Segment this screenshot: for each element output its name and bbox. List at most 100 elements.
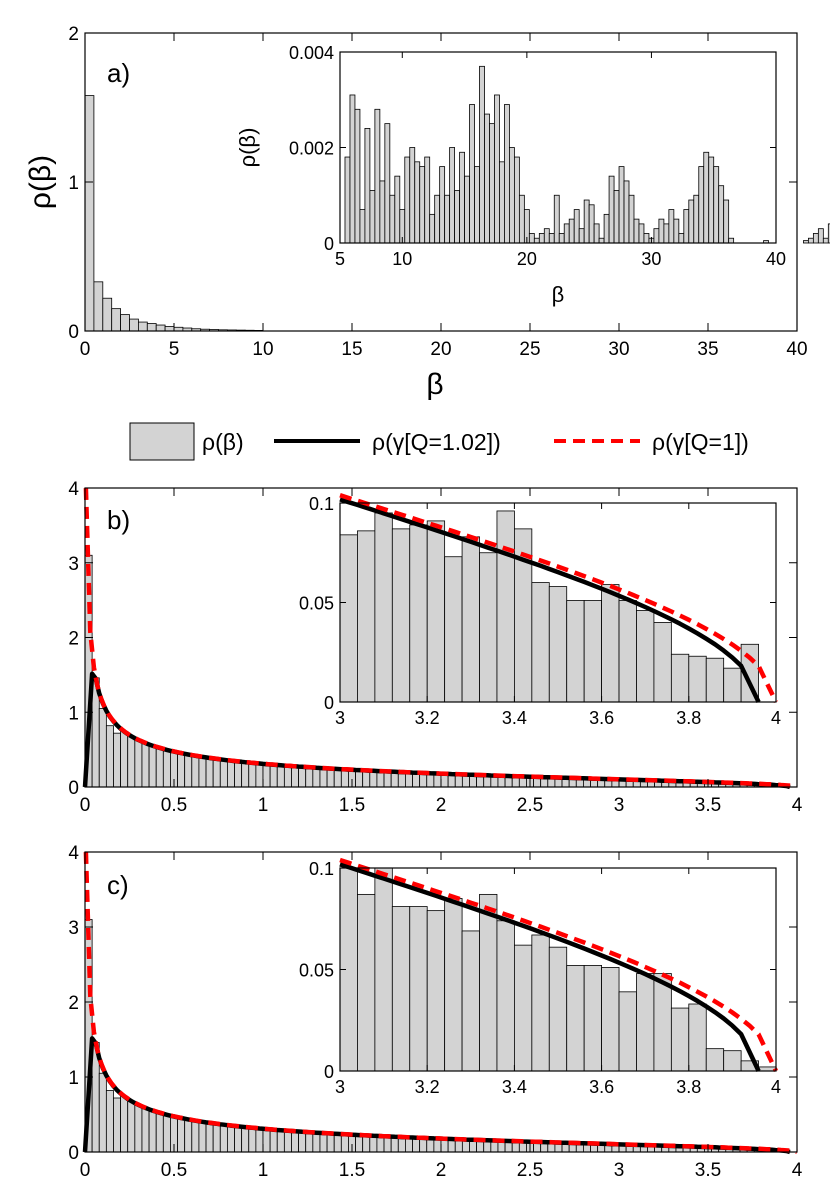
panel-a-inset-bar	[449, 147, 456, 244]
panel-c-inset-ytick-label: 0	[324, 1062, 334, 1082]
panel-c-xtick-label: 0	[80, 1160, 91, 1181]
panel-c-inset-bar	[583, 965, 602, 1072]
panel-c-inset-bar	[618, 991, 637, 1072]
panel-b-inset-bar	[409, 524, 428, 703]
panel-a-inset-bar	[484, 113, 490, 244]
panel-a-inset-bar	[439, 166, 446, 244]
panel-b-bar	[269, 764, 278, 788]
panel-a-inset-bar	[454, 190, 460, 244]
panel-b-bar	[134, 739, 143, 788]
panel-a-inset-bar	[518, 194, 525, 244]
panel-c-inset-xtick-label: 3.6	[589, 1077, 614, 1097]
panel-c-xtick-label: 1	[258, 1160, 269, 1181]
panel-b-inset-bar	[723, 667, 742, 703]
panel-b-bar	[205, 757, 214, 788]
panel-a-inset-bar	[538, 233, 545, 244]
panel-c-inset-bar	[531, 934, 550, 1072]
legend-label-hist: ρ(β)	[202, 429, 244, 455]
panel-a-inset-bar	[817, 228, 824, 244]
legend-label-q102: ρ(γ[Q=1.02])	[372, 429, 501, 455]
panel-c-inset-xtick-label: 3.2	[415, 1077, 440, 1097]
panel-b-ytick-label: 3	[68, 554, 79, 575]
panel-c-bar	[312, 1132, 321, 1153]
panel-c-bar	[191, 1120, 200, 1153]
panel-b-xtick-label: 2.5	[517, 795, 543, 816]
panel-a-inset-bar	[812, 233, 819, 244]
panel-a-bar	[120, 314, 130, 332]
panel-a-xtick-label: 25	[519, 339, 540, 360]
panel-b-bar	[226, 760, 235, 788]
panel-b-inset-xtick-label: 4	[771, 708, 781, 728]
panel-c-inset-bar	[374, 867, 393, 1072]
panel-c-bar	[333, 1133, 342, 1153]
panel-a-inset-bar	[623, 180, 630, 244]
panel-a-inset-bar	[528, 233, 535, 244]
panel-a-label: a)	[107, 58, 130, 88]
panel-a-inset-bar	[469, 104, 475, 244]
panel-a-inset-bar	[807, 237, 814, 244]
panel-a-inset-bar	[384, 123, 391, 244]
panel-b-bar	[155, 747, 164, 788]
panel-b-ytick-label: 1	[68, 703, 79, 724]
panel-a-inset-bar	[499, 161, 505, 244]
panel-c-bar	[305, 1131, 314, 1153]
panel-c-inset-ytick-label: 0.05	[299, 961, 334, 981]
panel-c-inset-xtick-label: 3.8	[676, 1077, 701, 1097]
panel-b-inset-ytick-label: 0.05	[299, 594, 334, 614]
panel-c-inset-ytick-label: 0.1	[309, 859, 334, 879]
panel-a-inset-bar	[364, 127, 371, 244]
panel-a-inset-bar	[598, 237, 605, 244]
panel-c-inset-bar	[566, 965, 585, 1072]
panel-b-ytick-label: 2	[68, 629, 79, 650]
panel-a-inset-bar	[668, 209, 675, 244]
panel-c-inset-bar	[688, 1003, 707, 1072]
panel-a-inset-bar	[429, 213, 436, 244]
panel-b-bar	[319, 767, 328, 788]
panel-a-inset-bar	[509, 147, 515, 244]
panel-c-xtick-label: 3	[614, 1160, 625, 1181]
panel-a-inset-ytick-label: 0	[324, 234, 334, 254]
panel-a-inset-bar	[827, 223, 830, 244]
panel-c-bar	[241, 1126, 250, 1153]
panel-c-bar	[355, 1134, 364, 1153]
panel-c-bar	[276, 1129, 285, 1153]
panel-a-inset-bar	[504, 104, 510, 244]
panel-c-inset-bar	[444, 898, 463, 1072]
panel-a-bar	[137, 321, 148, 332]
panel-b-inset-xtick-label: 3.2	[415, 708, 440, 728]
panel-a-xtick-label: 30	[608, 339, 629, 360]
panel-b-inset-ytick-label: 0.1	[309, 494, 334, 514]
panel-b-bar	[113, 732, 122, 788]
panel-c-series-q1	[83, 851, 798, 1155]
panel-c-bar	[155, 1112, 164, 1153]
panel-b-inset-bar	[391, 528, 411, 703]
panel-a-xtick-label: 40	[786, 339, 807, 360]
panel-a-inset-bar	[379, 180, 386, 244]
panel-c-bar	[362, 1135, 371, 1153]
panel-c-bar	[198, 1121, 207, 1153]
panel-b-xtick-label: 2	[436, 795, 447, 816]
panel-a-inset-bar	[693, 194, 700, 244]
panel-c-inset-bar	[636, 973, 655, 1072]
panel-a-inset-bar	[608, 175, 615, 244]
panel-b-inset-bar	[601, 584, 620, 703]
panel-b-bar	[276, 764, 285, 788]
panel-a-inset-bar	[628, 194, 635, 244]
panel-a-bar	[93, 281, 104, 332]
panel-b-bar	[184, 754, 193, 788]
panel-c-bar	[205, 1122, 214, 1153]
panel-a-inset-bar	[548, 233, 555, 244]
panel-b-inset-ytick-label: 0	[324, 693, 334, 713]
panel-a-inset-ytick-label: 0.002	[289, 139, 334, 159]
panel-a-inset-bar	[658, 218, 665, 244]
panel-c-bar	[141, 1107, 150, 1153]
panel-c-bar	[113, 1097, 122, 1153]
panel-b-bar	[312, 767, 321, 788]
panel-a-inset-bar	[489, 123, 495, 244]
panel-c-inset-xtick-label: 3.4	[502, 1077, 527, 1097]
panel-b-bar	[291, 765, 300, 788]
panel-b-xtick-label: 4	[792, 795, 803, 816]
panel-c-inset-bar	[391, 906, 411, 1072]
panel-c-inset-bar	[461, 930, 480, 1072]
panel-c-inset-bar	[409, 906, 428, 1072]
